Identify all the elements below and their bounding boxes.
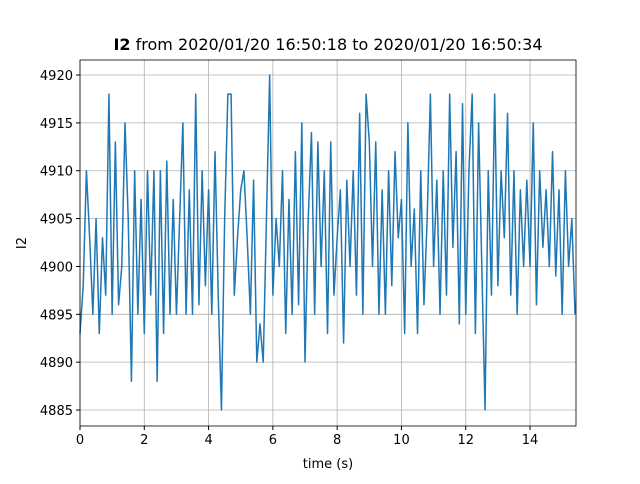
y-tick-label: 4900: [40, 260, 73, 275]
chart-title: I2 from 2020/01/20 16:50:18 to 2020/01/2…: [113, 35, 542, 54]
y-tick-label: 4890: [40, 356, 73, 371]
x-tick-label: 10: [393, 433, 410, 448]
y-tick-label: 4895: [40, 308, 73, 323]
x-tick-label: 0: [76, 433, 84, 448]
data-line: [79, 74, 576, 411]
title-bold: I2: [113, 35, 130, 54]
x-axis-label: time (s): [303, 457, 353, 472]
x-tick-label: 2: [140, 433, 148, 448]
x-tick-label: 4: [204, 433, 212, 448]
y-tick-label: 4905: [40, 213, 73, 228]
x-tick-label: 14: [522, 433, 539, 448]
x-tick-label: 12: [457, 433, 474, 448]
y-axis-label: I2: [15, 237, 30, 249]
x-tick-label: 6: [269, 433, 277, 448]
y-tick-label: 4920: [40, 69, 73, 84]
title-rest: from 2020/01/20 16:50:18 to 2020/01/20 1…: [136, 35, 543, 54]
y-tick-label: 4915: [40, 117, 73, 132]
x-tick-label: 8: [333, 433, 341, 448]
y-tick-label: 4885: [40, 404, 73, 419]
plot-frame: [79, 59, 577, 427]
y-tick-label: 4910: [40, 165, 73, 180]
